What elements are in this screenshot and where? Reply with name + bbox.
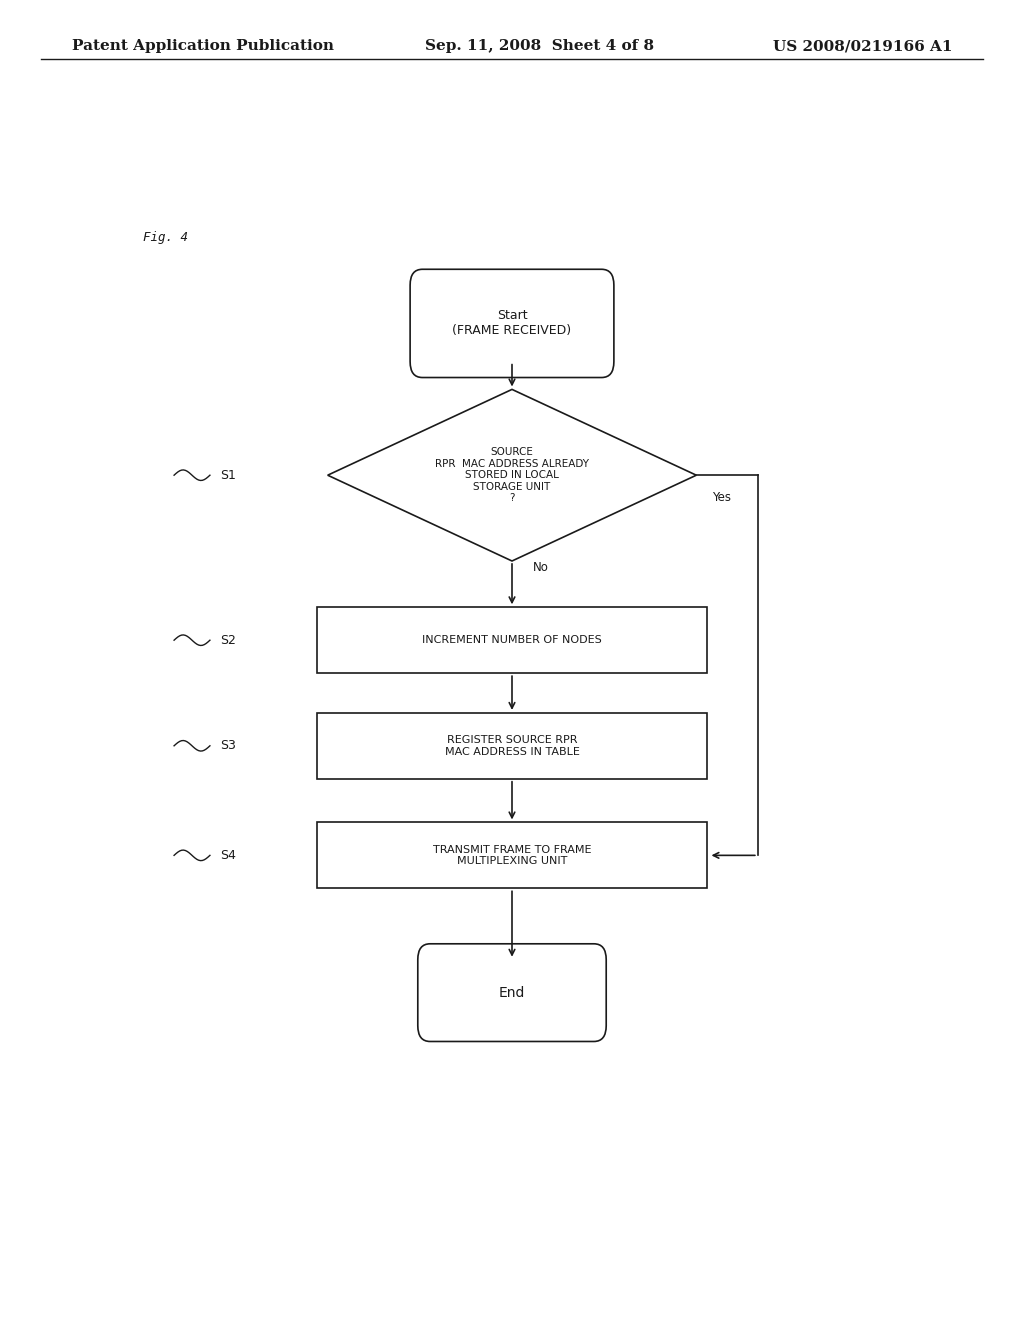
Text: No: No (532, 561, 549, 574)
Text: Fig. 4: Fig. 4 (143, 231, 188, 244)
Text: Yes: Yes (712, 491, 731, 504)
Text: SOURCE
RPR  MAC ADDRESS ALREADY
STORED IN LOCAL
STORAGE UNIT
?: SOURCE RPR MAC ADDRESS ALREADY STORED IN… (435, 447, 589, 503)
Text: Sep. 11, 2008  Sheet 4 of 8: Sep. 11, 2008 Sheet 4 of 8 (425, 40, 654, 53)
FancyBboxPatch shape (410, 269, 613, 378)
Text: End: End (499, 986, 525, 999)
Text: Patent Application Publication: Patent Application Publication (72, 40, 334, 53)
Text: TRANSMIT FRAME TO FRAME
MULTIPLEXING UNIT: TRANSMIT FRAME TO FRAME MULTIPLEXING UNI… (433, 845, 591, 866)
Text: US 2008/0219166 A1: US 2008/0219166 A1 (773, 40, 952, 53)
Text: REGISTER SOURCE RPR
MAC ADDRESS IN TABLE: REGISTER SOURCE RPR MAC ADDRESS IN TABLE (444, 735, 580, 756)
FancyBboxPatch shape (418, 944, 606, 1041)
Text: INCREMENT NUMBER OF NODES: INCREMENT NUMBER OF NODES (422, 635, 602, 645)
Bar (317, 713, 707, 779)
Text: S4: S4 (220, 849, 237, 862)
Text: S1: S1 (220, 469, 237, 482)
Bar (317, 607, 707, 673)
Text: S2: S2 (220, 634, 237, 647)
Bar (317, 822, 707, 888)
Text: Start
(FRAME RECEIVED): Start (FRAME RECEIVED) (453, 309, 571, 338)
Polygon shape (328, 389, 696, 561)
Text: S3: S3 (220, 739, 237, 752)
